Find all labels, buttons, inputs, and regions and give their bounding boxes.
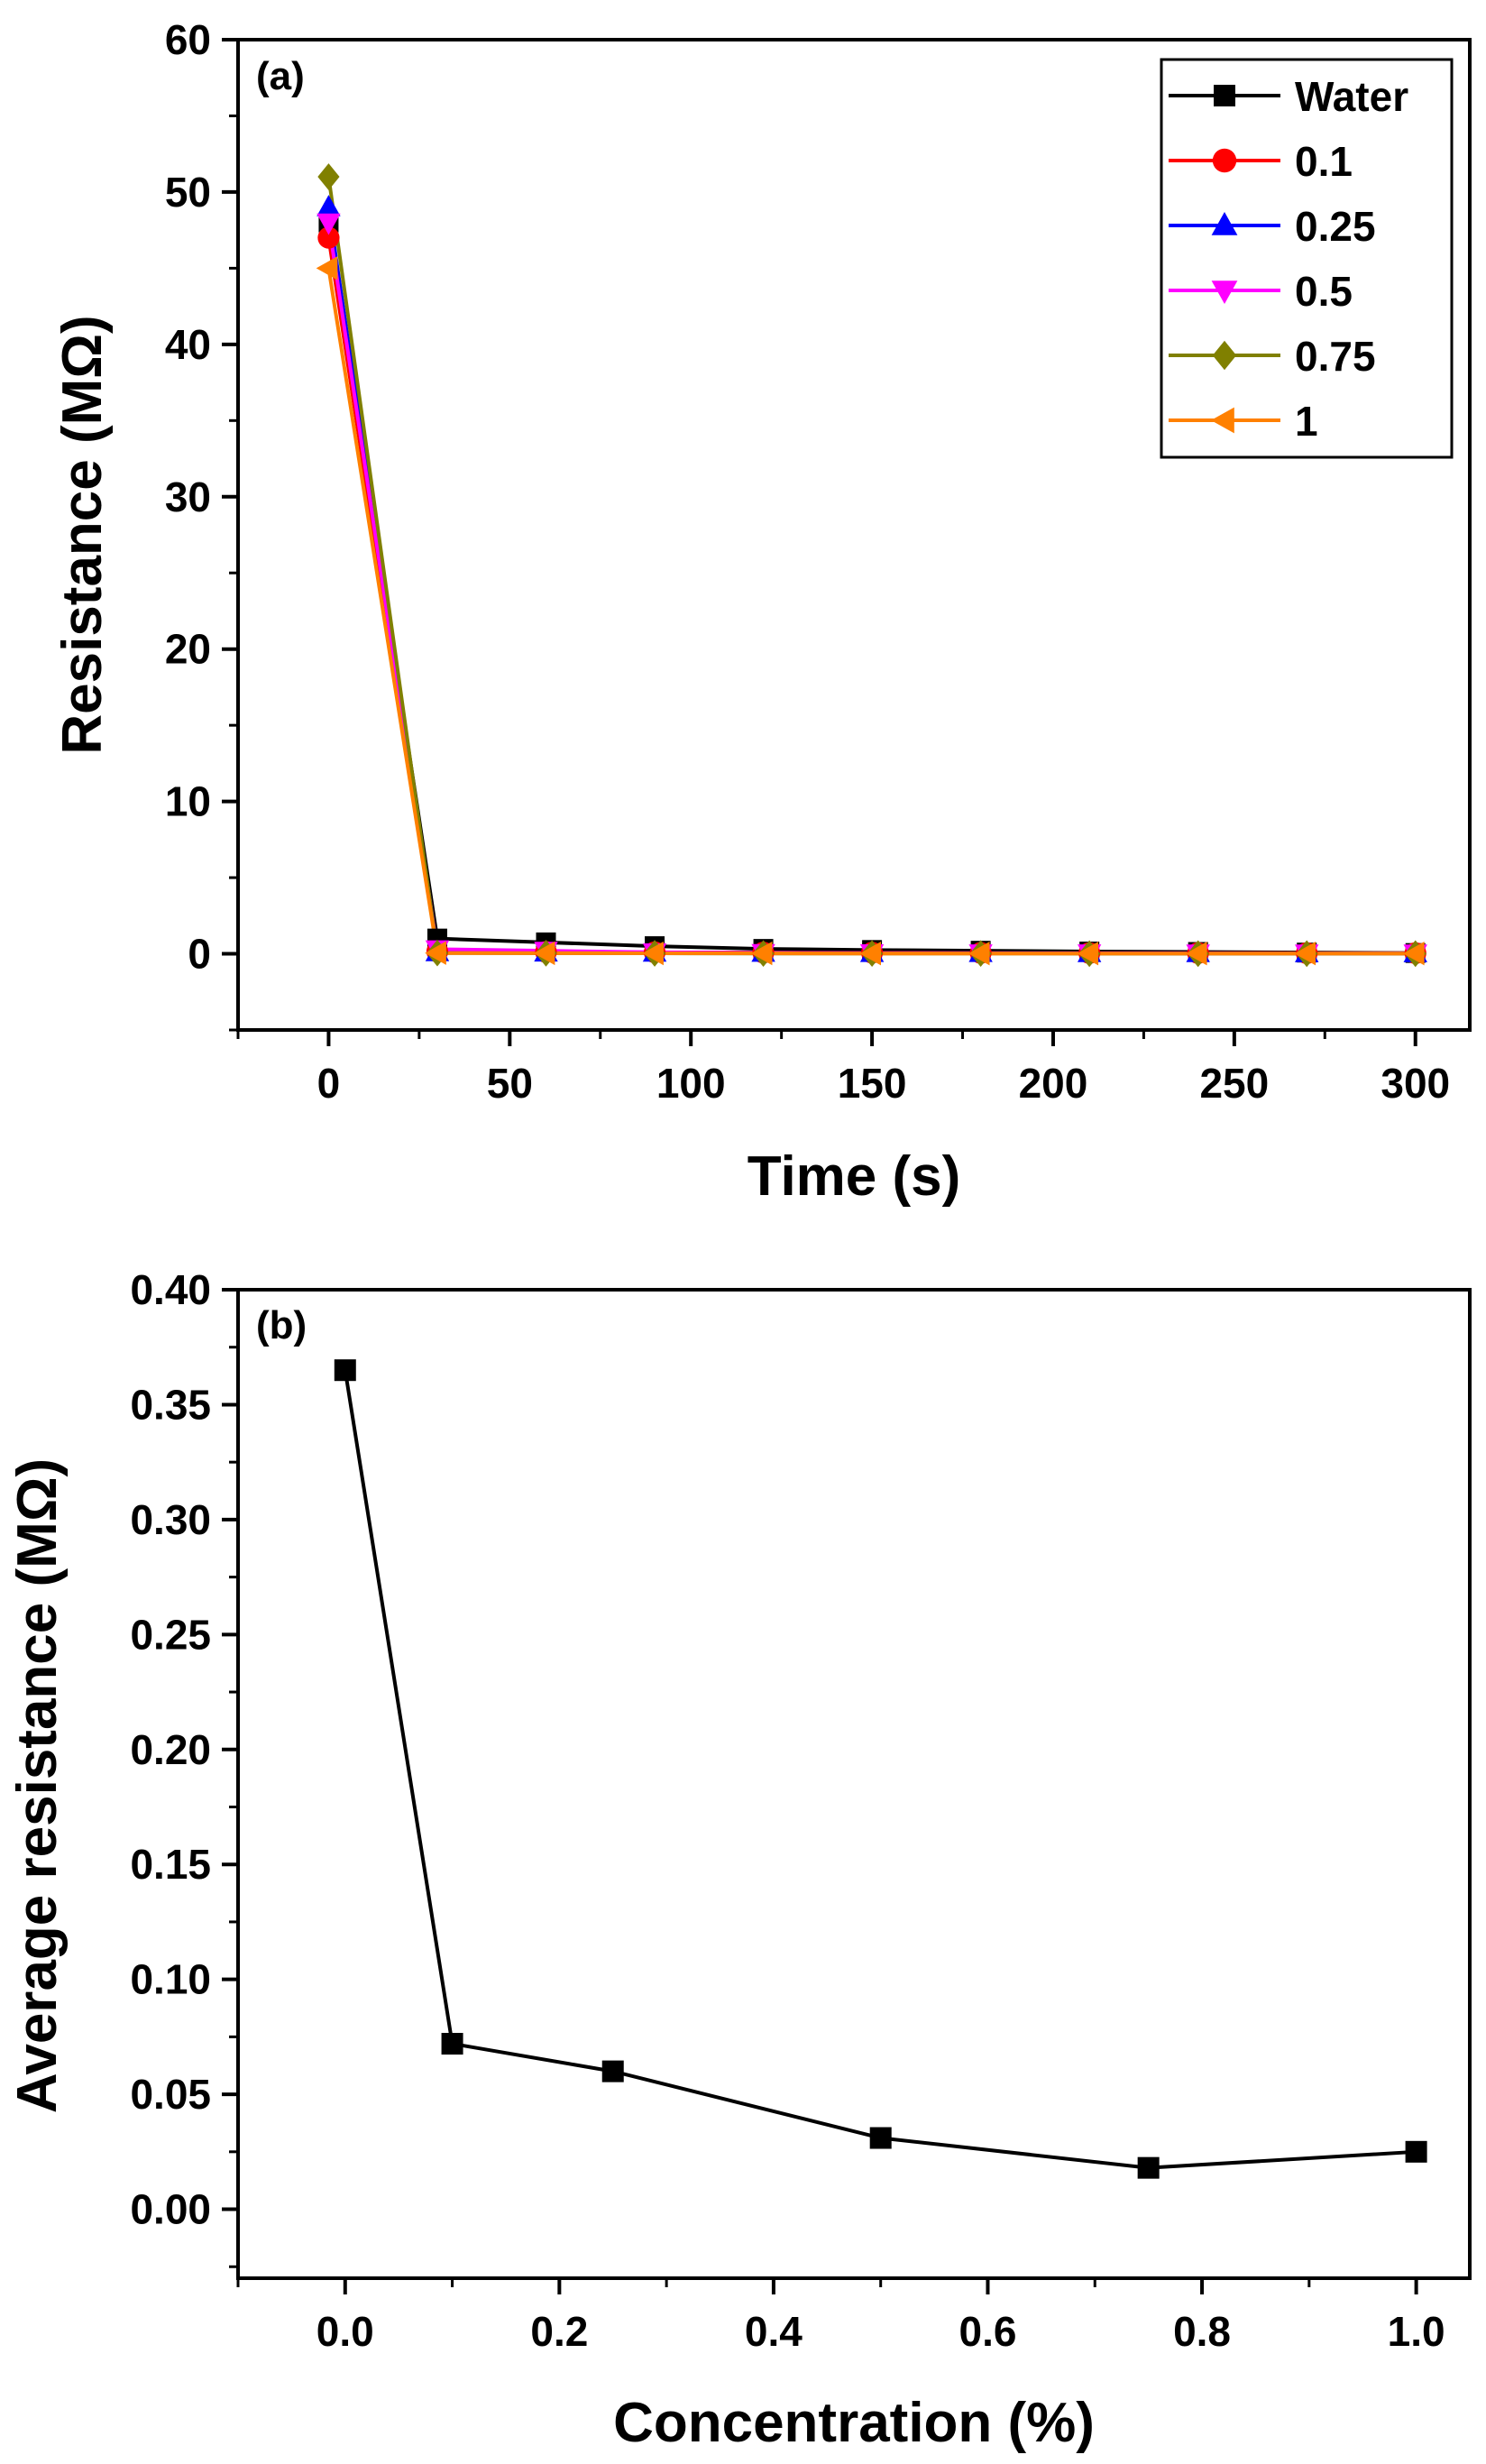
panel-a-data-point: [316, 256, 338, 280]
panel-b-data-point: [601, 2060, 624, 2082]
panel-a-data-point: [425, 941, 446, 965]
panel-b-x-axis-title: Concentration (%): [613, 2392, 1095, 2454]
panel-a-x-tick-label: 200: [1019, 1060, 1088, 1107]
panel-b-x-tick-label: 0.8: [1173, 2308, 1231, 2355]
panel-b-plot-frame: [236, 1288, 1472, 2280]
panel-a-legend-label: 0.5: [1295, 268, 1353, 315]
panel-b-y-tick-label: 0.15: [130, 1841, 211, 1888]
panel-b-x-tick-label: 1.0: [1388, 2308, 1445, 2355]
panel-b-x-tick-label: 0.4: [745, 2308, 803, 2355]
panel-b-x-tick-label: 0.0: [316, 2308, 374, 2355]
panel-a-x-tick-label: 300: [1381, 1060, 1450, 1107]
panel-a-legend: Water 0.1 0.25 0.5 0.75 1: [1160, 58, 1454, 459]
panel-b-y-tick-label: 0.30: [130, 1496, 211, 1543]
panel-a-x-axis-title: Time (s): [748, 1145, 961, 1208]
panel-a-legend-marker: [1211, 407, 1234, 434]
panel-a-data-point: [316, 195, 341, 216]
panel-a-legend-label: Water: [1295, 73, 1408, 120]
panel-a-legend-label: 0.75: [1295, 333, 1376, 380]
panel-a-y-tick-label: 30: [165, 473, 211, 520]
panel-b-y-tick-label: 0.10: [130, 1956, 211, 2003]
panel-a-data-point: [533, 941, 555, 966]
panel-a-legend-marker: [1212, 340, 1237, 371]
panel-a-legend-box: [1160, 58, 1454, 459]
panel-b-data-point: [1405, 2140, 1427, 2163]
panel-a-data-point: [1294, 942, 1316, 966]
panel-b-data-point: [1137, 2156, 1160, 2179]
panel-a-x-tick-label: 100: [656, 1060, 726, 1107]
panel-a-legend-marker: [1212, 148, 1237, 173]
panel-b-series-markers: [334, 1359, 1427, 2179]
panel-a-y-tick-label: 0: [188, 931, 211, 978]
panel-a-data-point: [859, 942, 881, 966]
panel-a-y-tick-label: 60: [165, 16, 211, 63]
panel-b-y-axis-title: Average resistance (MΩ): [6, 1458, 69, 2113]
panel-a-data-point: [317, 163, 340, 190]
panel-b-data-point: [334, 1359, 356, 1382]
panel-a-x-tick-label: 150: [838, 1060, 907, 1107]
panel-a-y-tick-label: 20: [165, 626, 211, 673]
panel-a-data-point: [316, 213, 341, 235]
panel-a-data-point: [750, 941, 773, 966]
panel-a-y-tick-label: 10: [165, 778, 211, 825]
panel-a-legend-label: 0.25: [1295, 203, 1376, 250]
panel-b-x-tick-label: 0.6: [959, 2308, 1017, 2355]
panel-b-y-tick-label: 0.05: [130, 2071, 211, 2118]
panel-a-legend-label: 0.1: [1295, 138, 1353, 185]
panel-b-label: (b): [256, 1303, 307, 1347]
panel-b-y-tick-label: 0.40: [130, 1266, 211, 1313]
panel-a-x-tick-label: 250: [1199, 1060, 1269, 1107]
panel-a-x-tick-label: 0: [317, 1060, 341, 1107]
panel-b-chart: (b) 0.0 0.2 0.4 0.6 0.8 1.00.000.050.100.150.…: [6, 1266, 1472, 2454]
panel-b-y-tick-label: 0.20: [130, 1726, 211, 1773]
panel-a-data-point: [1185, 942, 1207, 966]
panel-b-x-tick-label: 0.2: [530, 2308, 588, 2355]
panel-a-legend-marker: [1211, 280, 1238, 304]
panel-a-y-tick-label: 50: [165, 169, 211, 216]
panel-a-label: (a): [256, 54, 305, 98]
panel-a-data-point: [642, 941, 664, 966]
panel-b-y-tick-label: 0.25: [130, 1611, 211, 1658]
panel-a-chart: (a) 0 50 100 150 200 250 300 0 10 20 30 40 50 60 Time…: [51, 16, 1472, 1208]
panel-b-ticks: 0.0 0.2 0.4 0.6 0.8 1.0 0.00 0.05 0.10 0.15 0.20 0.…: [130, 1266, 1445, 2355]
panel-b-data-point: [441, 2033, 463, 2055]
panel-a-data-point: [317, 226, 340, 249]
panel-a-legend-label: 1: [1295, 398, 1318, 445]
panel-b-data-point: [869, 2127, 892, 2149]
panel-a-legend-marker: [1211, 212, 1238, 235]
panel-a-series-markers: [316, 163, 1427, 968]
panel-a-plot-frame: [236, 38, 1472, 1032]
panel-a-x-tick-label: 50: [487, 1060, 533, 1107]
panel-a-data-point: [968, 942, 990, 966]
panel-a-y-axis-title: Resistance (MΩ): [51, 315, 114, 754]
panel-a-ticks: 0 50 100 150 200 250 300 0 10 20 30 40 50 60: [165, 16, 1450, 1107]
panel-a-data-point: [1077, 942, 1099, 966]
panel-a-y-tick-label: 40: [165, 321, 211, 368]
panel-b-y-tick-label: 0.00: [130, 2186, 211, 2233]
panel-b-series-line: [343, 1369, 1417, 2170]
panel-b-series-lines: [343, 1369, 1417, 2170]
panel-a-data-point: [1402, 942, 1425, 966]
panel-a-legend-marker: [1214, 85, 1235, 106]
panel-b-y-tick-label: 0.35: [130, 1381, 211, 1428]
